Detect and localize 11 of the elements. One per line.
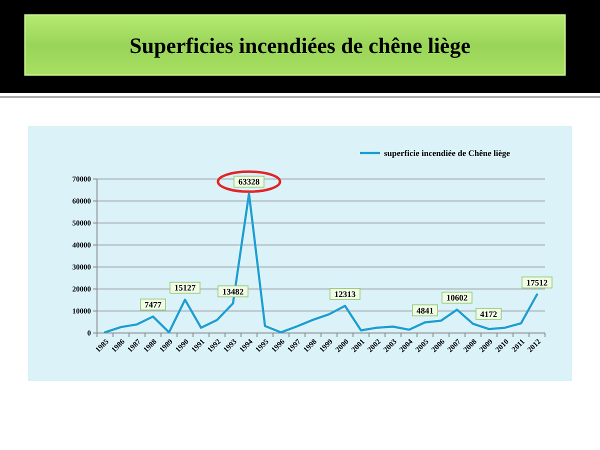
data-label: 10602: [446, 292, 468, 303]
legend-label: superficie incendiée de Chêne liège: [384, 148, 510, 158]
data-label: 15127: [174, 282, 196, 293]
data-label: 12313: [334, 288, 356, 299]
chart-title: Superficies incendiées de chêne liège: [130, 33, 471, 58]
data-label: 4172: [480, 308, 498, 319]
data-label: 4841: [416, 305, 434, 316]
data-label: 17512: [526, 277, 548, 288]
data-label: 63328: [238, 176, 260, 187]
data-label: 7477: [144, 300, 162, 310]
data-label: 13482: [222, 286, 244, 296]
